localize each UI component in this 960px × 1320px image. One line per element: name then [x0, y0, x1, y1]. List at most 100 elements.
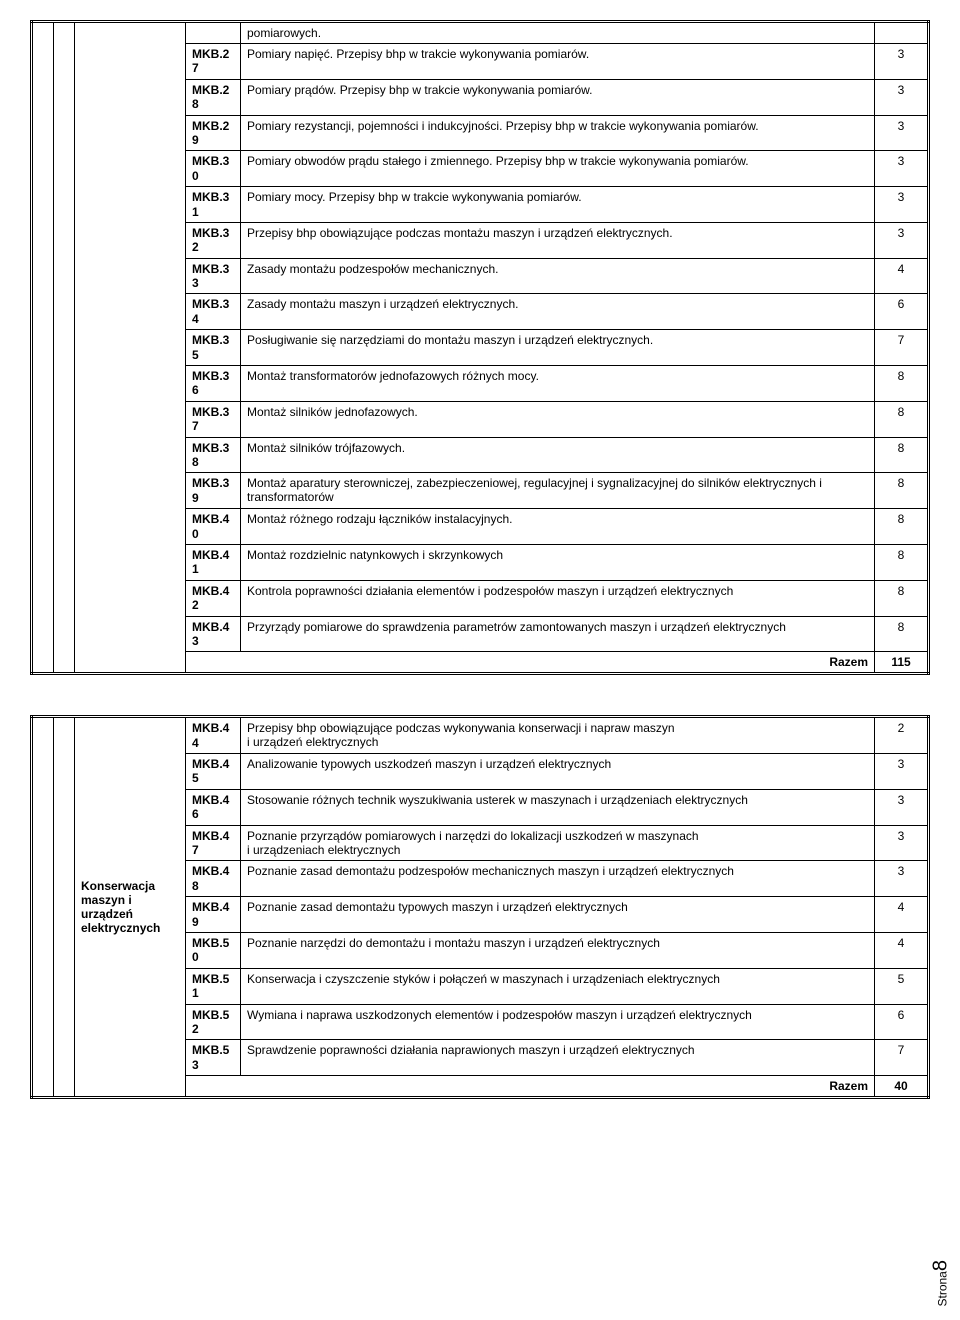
- section-label-1: [75, 22, 186, 674]
- desc-cell: Montaż różnego rodzaju łączników instala…: [241, 509, 875, 545]
- hours-cell: 3: [875, 151, 928, 187]
- desc-cell: Analizowanie typowych uszkodzeń maszyn i…: [241, 754, 875, 790]
- table-row: MKB.40Montaż różnego rodzaju łączników i…: [186, 509, 927, 545]
- section-label-2: Konserwacja maszyn i urządzeń elektryczn…: [75, 717, 186, 1098]
- desc-cell: Kontrola poprawności działania elementów…: [241, 580, 875, 616]
- desc-cell: Poznanie przyrządów pomiarowych i narzęd…: [241, 825, 875, 861]
- total-value: 40: [875, 1076, 928, 1097]
- hours-cell: 7: [875, 330, 928, 366]
- table-row: MKB.42Kontrola poprawności działania ele…: [186, 580, 927, 616]
- total-value: 115: [875, 652, 928, 673]
- hours-cell: 8: [875, 580, 928, 616]
- code-cell: MKB.32: [186, 222, 241, 258]
- code-cell: MKB.48: [186, 861, 241, 897]
- desc-cell: Montaż transformatorów jednofazowych róż…: [241, 366, 875, 402]
- page-number: 8: [929, 1260, 951, 1271]
- desc-cell: Montaż rozdzielnic natynkowych i skrzynk…: [241, 544, 875, 580]
- hours-cell: 3: [875, 222, 928, 258]
- table-row: MKB.49Poznanie zasad demontażu typowych …: [186, 897, 927, 933]
- table-row: MKB.32Przepisy bhp obowiązujące podczas …: [186, 222, 927, 258]
- code-cell: MKB.34: [186, 294, 241, 330]
- desc-cell: Poznanie zasad demontażu typowych maszyn…: [241, 897, 875, 933]
- hours-cell: 2: [875, 718, 928, 753]
- code-cell: MKB.41: [186, 544, 241, 580]
- total-label: Razem: [186, 652, 875, 673]
- hours-cell: 3: [875, 861, 928, 897]
- code-cell: MKB.51: [186, 968, 241, 1004]
- table-row: MKB.29Pomiary rezystancji, pojemności i …: [186, 115, 927, 151]
- desc-cell: Poznanie narzędzi do demontażu i montażu…: [241, 932, 875, 968]
- col-blank-b: [54, 22, 75, 674]
- hours-cell: 3: [875, 754, 928, 790]
- table-row: MKB.48Poznanie zasad demontażu podzespoł…: [186, 861, 927, 897]
- table-row: MKB.34Zasady montażu maszyn i urządzeń e…: [186, 294, 927, 330]
- code-cell: MKB.52: [186, 1004, 241, 1040]
- desc-cell: Wymiana i naprawa uszkodzonych elementów…: [241, 1004, 875, 1040]
- table-row: MKB.44Przepisy bhp obowiązujące podczas …: [186, 718, 927, 753]
- hours-cell: 8: [875, 616, 928, 652]
- code-cell: MKB.46: [186, 789, 241, 825]
- code-cell: MKB.49: [186, 897, 241, 933]
- table-row: MKB.35Posługiwanie się narzędziami do mo…: [186, 330, 927, 366]
- code-cell: MKB.44: [186, 718, 241, 753]
- hours-cell: 3: [875, 115, 928, 151]
- page-number-label: Strona8: [929, 1260, 952, 1306]
- hours-cell: 3: [875, 79, 928, 115]
- desc-cell: Montaż silników jednofazowych.: [241, 401, 875, 437]
- table-row: MKB.30Pomiary obwodów prądu stałego i zm…: [186, 151, 927, 187]
- table-row: MKB.53Sprawdzenie poprawności działania …: [186, 1040, 927, 1076]
- curriculum-table-1: pomiarowych.MKB.27Pomiary napięć. Przepi…: [30, 20, 930, 675]
- hours-cell: 6: [875, 294, 928, 330]
- desc-cell: Pomiary obwodów prądu stałego i zmienneg…: [241, 151, 875, 187]
- table-row: MKB.43Przyrządy pomiarowe do sprawdzenia…: [186, 616, 927, 652]
- code-cell: MKB.28: [186, 79, 241, 115]
- table-row: pomiarowych.: [186, 23, 927, 44]
- desc-cell: Pomiary rezystancji, pojemności i indukc…: [241, 115, 875, 151]
- code-cell: MKB.40: [186, 509, 241, 545]
- curriculum-table-2: Konserwacja maszyn i urządzeń elektryczn…: [30, 715, 930, 1099]
- desc-cell: Montaż silników trójfazowych.: [241, 437, 875, 473]
- inner-table-1: pomiarowych.MKB.27Pomiary napięć. Przepi…: [186, 23, 927, 672]
- table-row: MKB.27Pomiary napięć. Przepisy bhp w tra…: [186, 44, 927, 80]
- table-row: MKB.52Wymiana i naprawa uszkodzonych ele…: [186, 1004, 927, 1040]
- page-word: Strona: [935, 1271, 949, 1306]
- inner-container-1: pomiarowych.MKB.27Pomiary napięć. Przepi…: [186, 22, 929, 674]
- desc-cell: pomiarowych.: [241, 23, 875, 44]
- table-row: MKB.31Pomiary mocy. Przepisy bhp w trakc…: [186, 187, 927, 223]
- hours-cell: 4: [875, 932, 928, 968]
- hours-cell: 3: [875, 44, 928, 80]
- table-row: MKB.46Stosowanie różnych technik wyszuki…: [186, 789, 927, 825]
- hours-cell: 3: [875, 187, 928, 223]
- desc-cell: Sprawdzenie poprawności działania napraw…: [241, 1040, 875, 1076]
- table-row: MKB.45Analizowanie typowych uszkodzeń ma…: [186, 754, 927, 790]
- desc-cell: Pomiary prądów. Przepisy bhp w trakcie w…: [241, 79, 875, 115]
- table-row: MKB.50Poznanie narzędzi do demontażu i m…: [186, 932, 927, 968]
- desc-cell: Zasady montażu maszyn i urządzeń elektry…: [241, 294, 875, 330]
- hours-cell: 3: [875, 825, 928, 861]
- code-cell: MKB.37: [186, 401, 241, 437]
- code-cell: MKB.50: [186, 932, 241, 968]
- code-cell: [186, 23, 241, 44]
- hours-cell: 8: [875, 509, 928, 545]
- code-cell: MKB.27: [186, 44, 241, 80]
- section-label-text: Konserwacja maszyn i urządzeń elektryczn…: [75, 876, 185, 938]
- desc-cell: Przepisy bhp obowiązujące podczas montaż…: [241, 222, 875, 258]
- table-row: MKB.41Montaż rozdzielnic natynkowych i s…: [186, 544, 927, 580]
- code-cell: MKB.29: [186, 115, 241, 151]
- desc-cell: Zasady montażu podzespołów mechanicznych…: [241, 258, 875, 294]
- hours-cell: 4: [875, 258, 928, 294]
- desc-cell: Przepisy bhp obowiązujące podczas wykony…: [241, 718, 875, 753]
- code-cell: MKB.42: [186, 580, 241, 616]
- code-cell: MKB.47: [186, 825, 241, 861]
- code-cell: MKB.38: [186, 437, 241, 473]
- code-cell: MKB.43: [186, 616, 241, 652]
- code-cell: MKB.33: [186, 258, 241, 294]
- hours-cell: 6: [875, 1004, 928, 1040]
- hours-cell: 3: [875, 789, 928, 825]
- table-row: MKB.51Konserwacja i czyszczenie styków i…: [186, 968, 927, 1004]
- hours-cell: 8: [875, 544, 928, 580]
- table-row: MKB.37Montaż silników jednofazowych.8: [186, 401, 927, 437]
- col-blank-b2: [54, 717, 75, 1098]
- desc-cell: Stosowanie różnych technik wyszukiwania …: [241, 789, 875, 825]
- code-cell: MKB.36: [186, 366, 241, 402]
